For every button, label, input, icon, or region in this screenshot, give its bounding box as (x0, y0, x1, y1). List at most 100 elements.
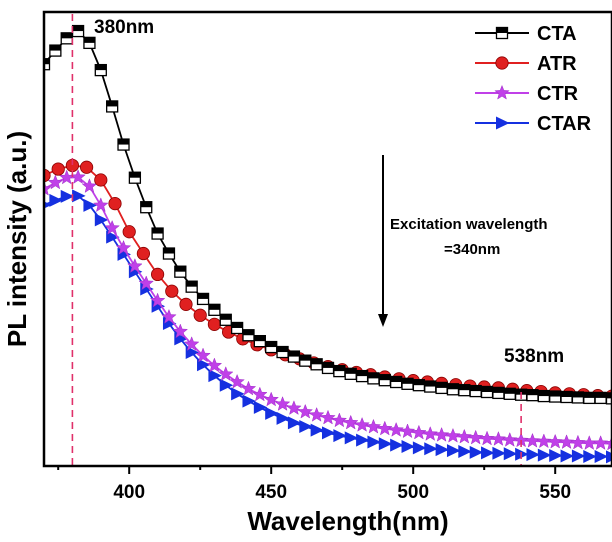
data-point-atr (80, 160, 94, 174)
data-point-cta (549, 390, 562, 403)
legend-label: CTR (537, 83, 579, 105)
data-point-cta (94, 63, 107, 77)
data-point-atr (94, 173, 108, 187)
data-point-ctr (570, 434, 586, 450)
data-point-ctr (297, 403, 314, 419)
data-point-cta (83, 36, 96, 50)
data-point-ctr (104, 219, 120, 235)
data-point-ctr (433, 426, 450, 442)
data-point-ctr (217, 366, 234, 381)
excitation-arrowhead (378, 314, 388, 327)
data-point-ctr (252, 386, 268, 402)
data-point-cta (196, 292, 210, 306)
data-point-atr (44, 168, 51, 183)
data-point-atr (165, 284, 179, 298)
data-point-cta (49, 44, 62, 57)
data-point-ctr (320, 409, 336, 425)
data-point-cta (333, 364, 346, 378)
data-point-cta (299, 354, 312, 367)
data-point-cta (435, 381, 448, 395)
data-point-ctr (172, 323, 189, 339)
peak-annotation: 380nm (94, 17, 154, 38)
excitation-text-line1: Excitation wavelength (390, 216, 548, 233)
data-point-atr (193, 308, 207, 322)
data-point-atr (136, 246, 150, 261)
x-tick-label: 550 (539, 482, 571, 503)
data-point-ctr (206, 357, 223, 373)
series-ctr (44, 169, 612, 451)
data-point-ctar (481, 446, 495, 460)
plot-frame (42, 10, 612, 468)
data-point-ctr (388, 421, 404, 437)
data-point-ctar (44, 201, 52, 209)
data-point-ctr (183, 336, 200, 351)
data-point-cta (378, 374, 391, 387)
data-point-cta (583, 391, 596, 405)
data-point-cta (458, 384, 471, 397)
data-point-cta (230, 321, 244, 335)
data-point-ctar (560, 449, 575, 463)
data-point-cta (60, 32, 73, 45)
data-point-ctar (333, 429, 347, 443)
excitation-annotation: Excitation wavelength =340nm (378, 155, 548, 327)
data-point-cta (106, 100, 119, 113)
data-point-cta (594, 391, 607, 405)
data-point-ctr (479, 430, 495, 446)
data-point-ctar (390, 438, 404, 452)
data-point-ctr (149, 292, 166, 308)
legend-label: CTAR (537, 113, 592, 135)
data-point-ctr (547, 433, 563, 449)
data-point-atr (179, 297, 193, 311)
data-point-cta (321, 361, 335, 375)
data-point-ctar (367, 435, 381, 449)
data-point-ctr (411, 424, 427, 440)
data-point-cta (253, 334, 266, 348)
data-point-ctar (424, 442, 438, 456)
data-point-ctr (399, 423, 416, 439)
data-point-cta (310, 358, 323, 371)
data-point-ctar (287, 416, 302, 430)
data-point-ctar (606, 450, 612, 464)
reference-lines (71, 14, 522, 466)
data-point-cta (605, 392, 612, 405)
data-point-cta (503, 387, 516, 400)
data-point-cta (208, 303, 221, 316)
y-axis-label: PL intensity (a.u.) (2, 131, 32, 347)
legend-item-ctar: CTAR (475, 113, 592, 135)
x-axis-ticks: 400 450 500 550 (57, 466, 571, 503)
data-point-ctr (558, 434, 575, 450)
data-point-cta (151, 227, 164, 240)
data-point-cta (276, 345, 289, 359)
data-point-ctar (458, 444, 472, 458)
data-point-ctar (197, 358, 211, 372)
data-point-ctr (467, 429, 484, 445)
tail-annotation: 538nm (504, 346, 564, 367)
data-point-ctar (503, 447, 518, 461)
legend-item-atr: ATR (475, 53, 577, 75)
x-tick-label: 500 (397, 482, 429, 503)
data-point-atr (207, 317, 221, 331)
x-tick-label: 450 (255, 482, 287, 503)
data-point-atr (108, 196, 122, 211)
data-point-atr (122, 225, 136, 239)
data-point-ctr (342, 414, 359, 430)
data-point-cta (367, 372, 380, 385)
data-point-cta (492, 386, 505, 400)
data-point-ctar (401, 439, 416, 453)
data-point-cta (44, 58, 51, 71)
data-point-ctar (344, 431, 359, 445)
data-point-ctar (265, 406, 279, 420)
data-point-ctr (536, 433, 552, 449)
data-point-ctar (83, 198, 97, 212)
data-point-ctr (354, 416, 370, 432)
data-point-cta (412, 379, 426, 392)
data-point-ctar (446, 444, 461, 458)
data-point-cta (128, 171, 142, 184)
data-point-ctar (310, 423, 325, 437)
data-point-cta (287, 350, 301, 363)
data-point-cta (117, 138, 130, 151)
data-point-ctar (571, 449, 586, 463)
data-point-ctr (456, 428, 473, 444)
data-point-cta (480, 385, 494, 399)
